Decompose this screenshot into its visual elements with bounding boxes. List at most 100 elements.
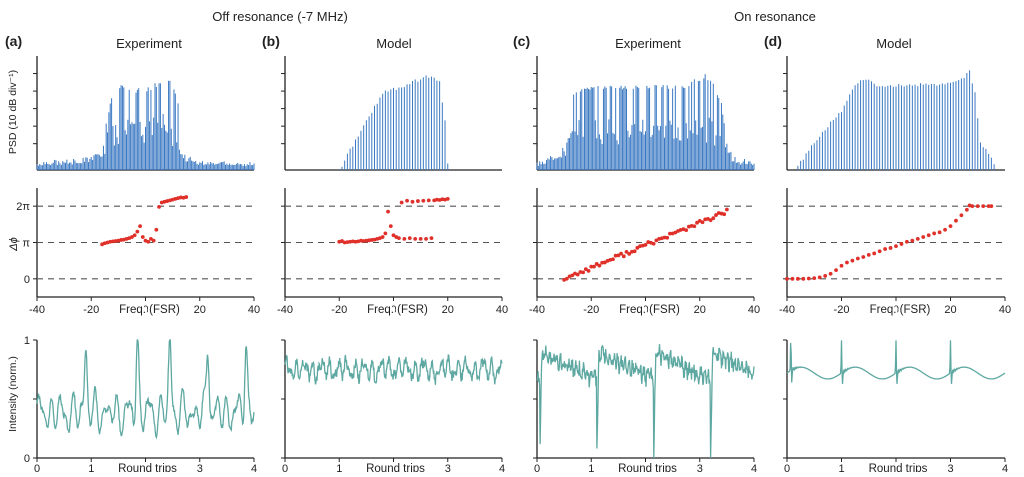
phase-c-point-33: [651, 241, 656, 246]
phase-c-point-12: [594, 262, 599, 266]
phase-d-point-27: [932, 231, 937, 236]
phase-d-point-4: [806, 276, 811, 281]
phase-d-point-32: [959, 213, 964, 218]
spectrum-a-bars: [36, 80, 255, 170]
phase-a-x-tick-label-0: -40: [29, 304, 45, 316]
chart-phase-c: -40 -20 0 20 40 Freq. (FSR): [529, 188, 760, 318]
phase-b-point-19: [388, 224, 393, 229]
phase-a-y-tick-label-1: π: [22, 238, 30, 250]
intensity-b-x-tick-label-3: 3: [445, 463, 451, 472]
panel-title-a: Experiment: [116, 36, 182, 51]
phase-b-point-22: [397, 236, 401, 241]
phase-d-point-11: [845, 260, 849, 265]
phase-d-point-6: [817, 275, 822, 280]
phase-d-point-19: [888, 246, 893, 250]
intensity-a-x-tick-label-0: 0: [34, 463, 40, 472]
phase-c-point-10: [589, 264, 594, 269]
phase-c-point-56: [714, 213, 718, 217]
panel-title-d: Model: [876, 36, 912, 51]
phase-c-point-54: [708, 218, 713, 223]
phase-c-point-7: [581, 270, 586, 275]
panel-letter-c: (c): [513, 33, 530, 49]
phase-d-point-28: [937, 230, 942, 235]
chart-spectrum-c: [533, 56, 755, 171]
phase-a-point-21: [157, 204, 161, 209]
chart-intensity-d: 0 1 2 3 4 Round trips: [783, 339, 1008, 477]
phase-c-point-23: [624, 249, 629, 254]
phase-d-x-tick-label-0: -40: [779, 304, 795, 316]
phase-c-x-tick-label-2: 0: [642, 304, 648, 316]
phase-b-x-label: Freq. (FSR): [367, 304, 428, 316]
phase-b-point-25: [405, 198, 409, 203]
phase-c-point-24: [627, 251, 632, 256]
intensity-a-x-label: Round trips: [118, 463, 177, 472]
phase-d-point-0: [785, 276, 789, 281]
phase-a-point-19: [151, 238, 156, 243]
phase-b-point-16: [380, 235, 385, 239]
phase-c-point-27: [635, 245, 640, 250]
phase-d-point-15: [866, 252, 871, 257]
phase-c-point-39: [668, 231, 672, 236]
intensity-d-trace: [786, 340, 1006, 384]
phase-b-point-29: [416, 199, 420, 203]
phase-c-point-22: [621, 254, 626, 259]
phase-c-x-tick-label-3: 20: [694, 304, 706, 316]
panel-letter-d: (d): [764, 33, 782, 49]
phase-c-point-49: [695, 220, 699, 225]
phase-d-point-13: [855, 256, 860, 261]
intensity-a-trace: [36, 339, 255, 440]
phase-d-point-25: [921, 235, 926, 239]
phase-b-point-34: [429, 236, 434, 241]
phase-d-point-3: [801, 276, 806, 281]
phase-b-x-tick-label-3: 20: [442, 304, 454, 316]
phase-c-point-45: [684, 228, 689, 233]
panel-letter-b: (b): [262, 33, 280, 49]
phase-c-point-9: [586, 269, 591, 273]
chart-phase-b: -40 -20 0 20 40 Freq. (FSR): [277, 188, 508, 318]
phase-d-point-36: [975, 204, 980, 209]
phase-d-point-1: [790, 276, 795, 281]
phase-d-point-16: [872, 251, 877, 256]
phase-b-x-tick-label-1: -20: [331, 304, 347, 316]
phase-c-point-38: [665, 235, 670, 240]
intensity-c-x-tick-label-4: 4: [751, 463, 757, 472]
phase-c-point-30: [643, 242, 648, 247]
intensity-a-x-tick-label-1: 1: [88, 463, 94, 472]
phase-c-x-tick-label-4: 40: [748, 304, 760, 316]
phase-a-point-20: [154, 227, 159, 232]
phase-a-x-tick-label-3: 20: [194, 304, 206, 316]
intensity-c-x-tick-label-1: 1: [588, 463, 594, 472]
phase-d-point-24: [915, 236, 920, 241]
phase-d-point-21: [899, 242, 904, 246]
intensity-d-x-tick-label-2: 2: [893, 463, 899, 472]
phase-d-point-26: [926, 233, 931, 238]
group-title-on-resonance: On resonance: [734, 9, 816, 24]
phase-d-point-38: [986, 204, 991, 209]
phase-d-point-10: [839, 263, 844, 268]
phase-c-point-55: [711, 216, 716, 221]
phase-d-point-37: [981, 204, 986, 209]
phase-a-x-label: Freq. (FSR): [119, 304, 180, 316]
ylabel-psd: PSD (10 dB div⁻¹): [7, 70, 19, 154]
phase-d-x-tick-label-3: 20: [944, 304, 956, 316]
phase-d-point-20: [894, 244, 898, 249]
intensity-d-x-label: Round trips: [869, 463, 928, 472]
phase-c-x-label: Freq. (FSR): [619, 304, 680, 316]
phase-c-point-48: [692, 224, 697, 229]
phase-c-point-26: [632, 249, 637, 254]
phase-a-point-15: [140, 235, 145, 239]
intensity-c-x-tick-label-2: 2: [642, 463, 648, 472]
phase-c-points: [562, 207, 729, 282]
intensity-d-x-tick-label-0: 0: [784, 463, 790, 472]
intensity-b-x-tick-label-1: 1: [336, 463, 342, 472]
phase-c-point-37: [662, 235, 667, 240]
phase-c-point-8: [583, 267, 588, 271]
phase-d-point-5: [812, 276, 817, 281]
phase-c-point-51: [700, 220, 705, 225]
intensity-c-x-label: Round trips: [618, 463, 677, 472]
phase-d-point-8: [828, 271, 833, 276]
figure-labels: Off resonance (-7 MHz) On resonance (a) …: [5, 9, 912, 432]
